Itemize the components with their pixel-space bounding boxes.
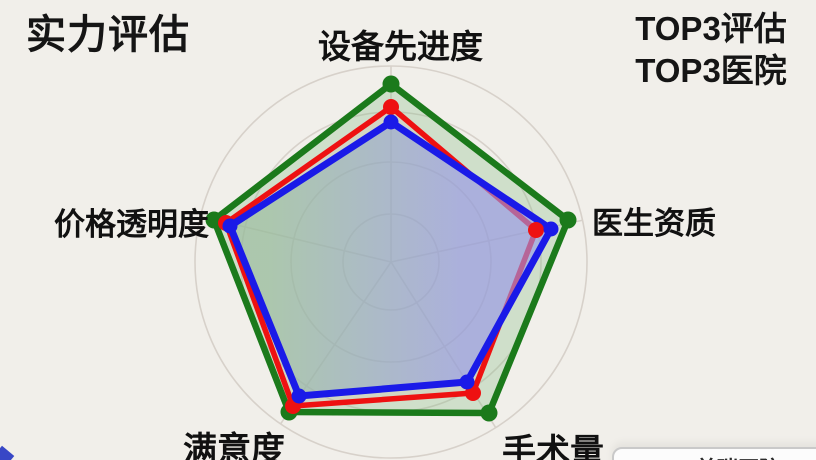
- legend-hospital-label: 美瑞医院: [696, 458, 780, 460]
- axis-label-price-transparency: 价格透明度: [54, 207, 209, 242]
- series-dot-green: [382, 75, 400, 93]
- series-dot-blue: [383, 114, 399, 130]
- series-dot-green: [559, 211, 577, 229]
- top-right-caption: TOP3评估 TOP3医院: [622, 8, 800, 92]
- series-polygon-blue: [226, 118, 555, 400]
- series-dot-blue: [291, 388, 307, 404]
- series-dot-blue: [459, 374, 475, 390]
- series-dot-blue: [222, 218, 238, 234]
- series-dot-red: [528, 222, 544, 238]
- legend-box: 美瑞医院: [612, 447, 816, 460]
- axis-label-surgery-volume: 手术量: [502, 433, 604, 460]
- axis-label-doctor-qualification: 医生资质: [592, 206, 716, 241]
- series-dot-blue: [543, 221, 559, 237]
- series-dot-green: [480, 404, 498, 422]
- top-right-caption-line2: TOP3医院: [635, 51, 787, 89]
- top-right-caption-line1: TOP3评估: [635, 10, 787, 47]
- series-dot-red: [383, 99, 399, 115]
- axis-label-equipment: 设备先进度: [318, 28, 483, 65]
- page-title: 实力评估: [26, 13, 190, 57]
- axis-label-satisfaction: 满意度: [183, 431, 285, 460]
